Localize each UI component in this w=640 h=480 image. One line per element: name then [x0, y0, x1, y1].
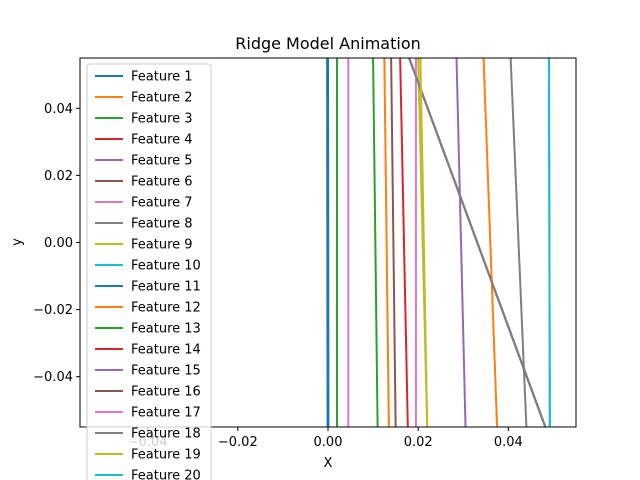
series-line-3: [372, 58, 379, 427]
legend-label: Feature 5: [131, 154, 193, 169]
series-line-2: [383, 58, 390, 427]
x-axis-label: X: [324, 456, 333, 471]
legend-label: Feature 2: [131, 91, 193, 106]
series-line-12: [482, 58, 499, 427]
series-line-18: [408, 58, 547, 427]
legend-label: Feature 11: [131, 280, 201, 295]
legend-label: Feature 17: [131, 406, 201, 421]
legend-label: Feature 20: [131, 469, 201, 480]
legend-label: Feature 6: [131, 175, 193, 190]
y-tick-label: −0.04: [33, 370, 73, 385]
series-line-6: [390, 58, 397, 427]
series-line-4: [399, 58, 409, 427]
legend-label: Feature 19: [131, 448, 201, 463]
legend-label: Feature 15: [131, 364, 201, 379]
legend-label: Feature 16: [131, 385, 201, 400]
legend-label: Feature 14: [131, 343, 201, 358]
y-tick-label: 0.02: [44, 169, 73, 184]
y-tick-label: 0.00: [44, 236, 73, 251]
x-tick-label: 0.04: [494, 435, 523, 450]
series-line-5: [455, 58, 467, 427]
legend-label: Feature 8: [131, 217, 193, 232]
legend: Feature 1 Feature 2 Feature 3 Feature 4 Feat…: [86, 63, 212, 480]
chart-title: Ridge Model Animation: [235, 34, 421, 53]
series-line-8: [509, 58, 528, 427]
legend-label: Feature 1: [131, 70, 193, 85]
legend-label: Feature 4: [131, 133, 193, 148]
legend-label: Feature 13: [131, 322, 201, 337]
y-tick-label: 0.04: [44, 102, 73, 117]
series-layer: [326, 58, 551, 427]
legend-label: Feature 12: [131, 301, 201, 316]
legend-label: Feature 7: [131, 196, 193, 211]
legend-label: Feature 9: [131, 238, 193, 253]
y-axis-label: y: [10, 238, 25, 246]
y-tick-label: −0.02: [33, 303, 73, 318]
legend-box: [86, 63, 212, 480]
series-line-19: [419, 58, 429, 427]
legend-label: Feature 3: [131, 112, 193, 127]
x-tick-label: −0.02: [218, 435, 258, 450]
series-line-20: [547, 58, 551, 427]
legend-label: Feature 18: [131, 427, 201, 442]
x-tick-label: 0.00: [314, 435, 343, 450]
x-tick-label: 0.02: [404, 435, 433, 450]
legend-label: Feature 10: [131, 259, 201, 274]
plot-frame: [79, 57, 577, 428]
